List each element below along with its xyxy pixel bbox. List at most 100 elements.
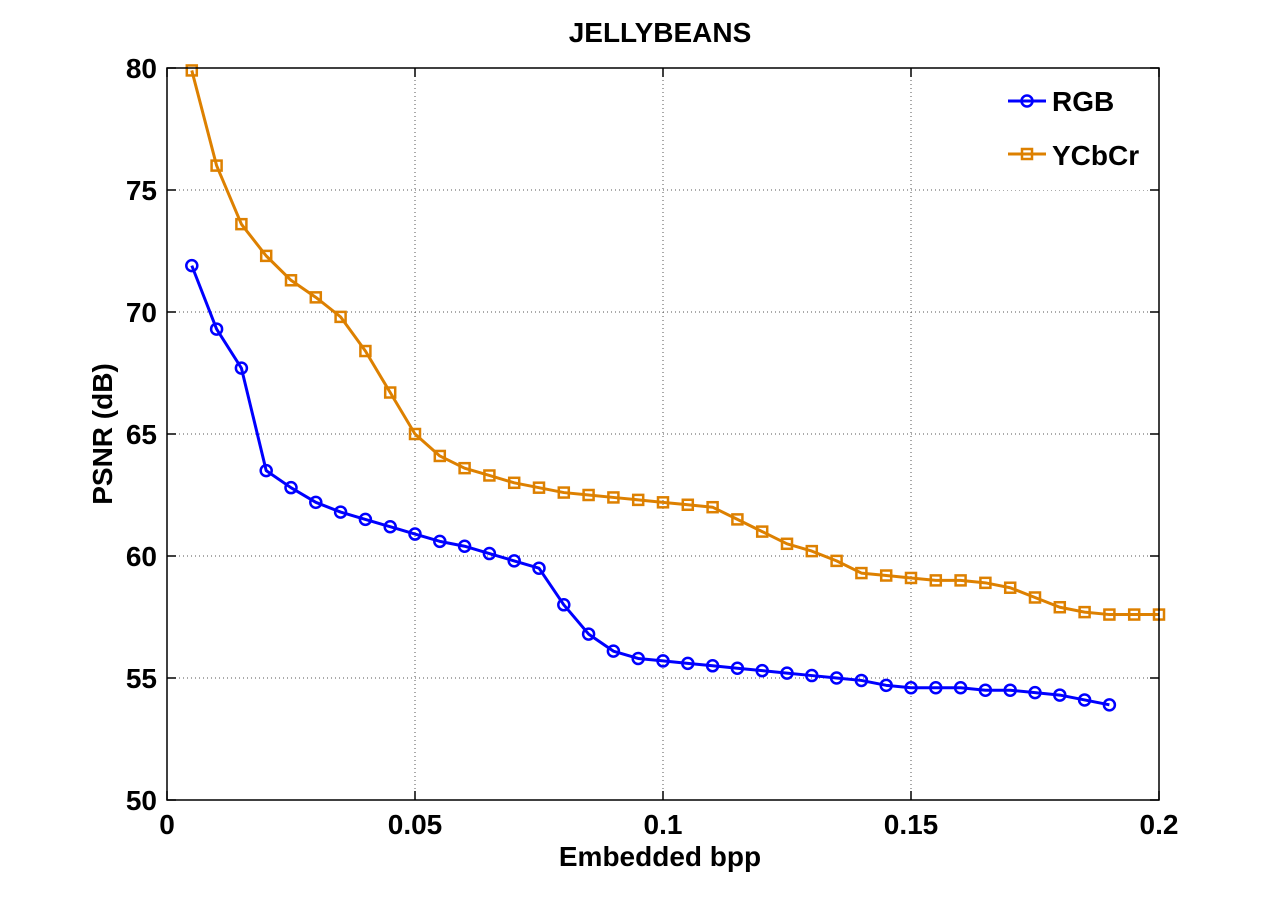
data-point-ycbcr bbox=[507, 476, 521, 490]
series-rgb bbox=[185, 258, 1117, 712]
data-point-ycbcr bbox=[631, 493, 645, 507]
data-point-ycbcr bbox=[1028, 591, 1042, 604]
data-point-ycbcr bbox=[582, 488, 595, 502]
data-point-rgb bbox=[631, 651, 645, 666]
data-point-rgb bbox=[383, 519, 397, 534]
y-tick-label: 70 bbox=[126, 297, 157, 328]
data-point-ycbcr bbox=[1103, 608, 1116, 621]
data-point-rgb bbox=[656, 654, 670, 668]
data-point-rgb bbox=[333, 505, 348, 519]
data-point-ycbcr bbox=[235, 217, 248, 231]
legend-marker-ycbcr bbox=[1020, 147, 1034, 161]
data-point-ycbcr bbox=[954, 574, 967, 587]
data-point-ycbcr bbox=[1078, 605, 1091, 619]
data-point-rgb bbox=[185, 258, 199, 273]
chart-title: JELLYBEANS bbox=[569, 17, 752, 48]
data-point-rgb bbox=[284, 480, 298, 495]
series-line-ycbcr bbox=[190, 70, 1159, 617]
data-point-ycbcr bbox=[210, 159, 223, 172]
data-point-rgb bbox=[482, 546, 497, 561]
y-tick-label: 80 bbox=[126, 53, 157, 84]
axis-ticks bbox=[166, 67, 1160, 801]
legend-entry-ycbcr: YCbCr bbox=[1008, 140, 1139, 171]
data-point-ycbcr bbox=[1127, 608, 1141, 621]
data-point-ycbcr bbox=[1003, 581, 1017, 594]
legend-label-ycbcr: YCbCr bbox=[1052, 140, 1139, 171]
legend-entry-rgb: RGB bbox=[1008, 86, 1114, 117]
data-point-ycbcr bbox=[855, 566, 868, 580]
y-tick-label: 75 bbox=[126, 175, 157, 206]
data-point-ycbcr bbox=[458, 461, 471, 475]
data-point-ycbcr bbox=[929, 574, 943, 587]
data-point-rgb bbox=[1028, 685, 1042, 700]
x-tick-label: 0.1 bbox=[644, 809, 683, 840]
data-point-rgb bbox=[408, 527, 422, 541]
data-point-ycbcr bbox=[731, 513, 744, 526]
data-point-ycbcr bbox=[433, 449, 447, 463]
data-point-ycbcr bbox=[607, 491, 620, 504]
data-point-ycbcr bbox=[359, 344, 372, 358]
data-point-rgb bbox=[829, 671, 844, 685]
data-point-ycbcr bbox=[557, 486, 571, 499]
data-point-ycbcr bbox=[805, 544, 819, 558]
data-point-ycbcr bbox=[706, 500, 719, 514]
data-point-rgb bbox=[259, 463, 273, 478]
data-point-ycbcr bbox=[1053, 600, 1067, 614]
data-point-rgb bbox=[805, 668, 819, 683]
y-tick-label: 60 bbox=[126, 541, 157, 572]
data-point-rgb bbox=[755, 663, 769, 678]
data-point-rgb bbox=[557, 598, 571, 612]
data-point-rgb bbox=[681, 656, 695, 671]
x-tick-label: 0.2 bbox=[1140, 809, 1179, 840]
y-tick-label: 55 bbox=[126, 663, 157, 694]
x-tick-label: 0.05 bbox=[388, 809, 443, 840]
data-point-rgb bbox=[1077, 693, 1092, 707]
data-point-ycbcr bbox=[780, 537, 794, 551]
data-point-ycbcr bbox=[979, 576, 992, 590]
data-point-rgb bbox=[1102, 698, 1117, 712]
data-point-rgb bbox=[1053, 688, 1067, 702]
data-point-rgb bbox=[234, 361, 249, 375]
axis-tick-labels: 0 0.05 0.1 0.15 0.2 50 55 60 65 70 75 80 bbox=[126, 53, 1179, 840]
x-tick-label: 0.15 bbox=[884, 809, 939, 840]
data-point-rgb bbox=[978, 683, 993, 697]
data-point-rgb bbox=[581, 627, 596, 641]
data-point-rgb bbox=[780, 666, 794, 680]
data-series bbox=[185, 64, 1166, 712]
legend-box bbox=[990, 78, 1150, 190]
data-point-rgb bbox=[904, 681, 918, 695]
data-point-rgb bbox=[705, 659, 720, 673]
legend-marker-rgb bbox=[1020, 94, 1034, 108]
y-tick-label: 65 bbox=[126, 419, 157, 450]
data-point-rgb bbox=[854, 673, 869, 688]
series-ycbcr bbox=[185, 64, 1166, 621]
x-axis-label: Embedded bpp bbox=[559, 841, 761, 872]
data-point-rgb bbox=[209, 322, 224, 336]
data-point-ycbcr bbox=[259, 249, 273, 263]
data-point-ycbcr bbox=[656, 496, 670, 509]
data-point-rgb bbox=[532, 561, 546, 575]
data-point-rgb bbox=[433, 534, 447, 549]
data-point-ycbcr bbox=[383, 386, 397, 399]
data-point-ycbcr bbox=[483, 469, 496, 482]
data-point-ycbcr bbox=[185, 64, 199, 77]
x-tick-label: 0 bbox=[159, 809, 175, 840]
data-point-ycbcr bbox=[904, 571, 918, 585]
data-point-rgb bbox=[1003, 683, 1017, 697]
data-point-rgb bbox=[309, 495, 323, 510]
y-tick-label: 50 bbox=[126, 785, 157, 816]
data-point-ycbcr bbox=[284, 274, 298, 287]
data-point-ycbcr bbox=[532, 481, 546, 494]
data-point-rgb bbox=[730, 661, 745, 675]
data-point-rgb bbox=[953, 681, 968, 695]
data-point-rgb bbox=[507, 554, 521, 568]
legend-label-rgb: RGB bbox=[1052, 86, 1114, 117]
data-point-ycbcr bbox=[879, 569, 893, 582]
data-point-rgb bbox=[879, 678, 893, 693]
data-point-ycbcr bbox=[334, 310, 347, 324]
data-point-ycbcr bbox=[408, 427, 422, 441]
legend: RGB YCbCr bbox=[990, 78, 1150, 190]
grid-lines bbox=[167, 68, 1159, 800]
